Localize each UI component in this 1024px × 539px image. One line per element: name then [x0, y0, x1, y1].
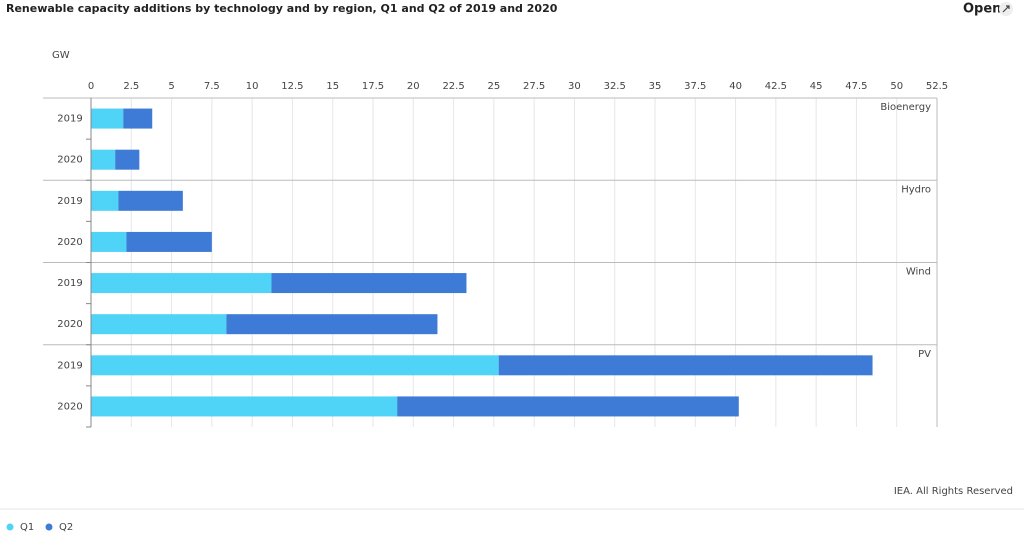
y-tick-label: 2019 [57, 360, 82, 371]
open-icon-arrow [1002, 5, 1010, 13]
bar [397, 396, 739, 417]
legend-swatch [45, 523, 53, 531]
x-tick-label: 10 [246, 81, 259, 92]
bar [226, 314, 438, 335]
bar [91, 231, 127, 252]
bar [498, 355, 873, 376]
bar [91, 396, 398, 417]
bar [91, 273, 272, 294]
x-tick-label: 52.5 [926, 81, 948, 92]
x-tick-label: 45 [810, 81, 823, 92]
y-tick-label: 2019 [57, 114, 82, 125]
x-tick-label: 12.5 [281, 81, 303, 92]
bar [91, 149, 116, 170]
y-tick-label: 2020 [57, 319, 82, 330]
x-tick-label: 37.5 [684, 81, 706, 92]
y-tick-label: 2020 [57, 155, 82, 166]
group-label: PV [918, 349, 931, 360]
chart-title: Renewable capacity additions by technolo… [6, 2, 558, 15]
y-tick-label: 2020 [57, 401, 82, 412]
x-tick-label: 0 [88, 81, 94, 92]
group-label: Bioenergy [880, 102, 931, 113]
y-tick-label: 2019 [57, 278, 82, 289]
bar [271, 273, 467, 294]
bar [115, 149, 140, 170]
bar [118, 190, 183, 211]
x-tick-label: 27.5 [523, 81, 545, 92]
bar [91, 108, 124, 129]
legend-label: Q2 [59, 522, 73, 533]
group-label: Wind [906, 267, 931, 278]
x-tick-label: 15 [326, 81, 339, 92]
y-tick-label: 2019 [57, 196, 82, 207]
x-tick-label: 20 [407, 81, 420, 92]
x-tick-label: 30 [568, 81, 581, 92]
x-tick-label: 40 [729, 81, 742, 92]
legend-swatch [6, 523, 14, 531]
bar [91, 355, 499, 376]
x-tick-label: 25 [487, 81, 500, 92]
bar [126, 231, 212, 252]
bar [123, 108, 153, 129]
legend-label: Q1 [20, 522, 34, 533]
x-tick-label: 7.5 [204, 81, 220, 92]
x-tick-label: 47.5 [845, 81, 867, 92]
group-label: Hydro [901, 184, 931, 195]
axis-unit: GW [52, 50, 70, 61]
bar [91, 314, 227, 335]
open-button[interactable]: Open [963, 2, 1001, 17]
bar [91, 190, 119, 211]
x-tick-label: 22.5 [442, 81, 464, 92]
x-tick-label: 5 [168, 81, 174, 92]
source: IEA. All Rights Reserved [894, 486, 1013, 497]
x-tick-label: 17.5 [362, 81, 384, 92]
x-tick-label: 50 [890, 81, 903, 92]
x-tick-label: 42.5 [765, 81, 787, 92]
x-tick-label: 32.5 [604, 81, 626, 92]
x-tick-label: 2.5 [123, 81, 139, 92]
y-tick-label: 2020 [57, 237, 82, 248]
x-tick-label: 35 [649, 81, 662, 92]
